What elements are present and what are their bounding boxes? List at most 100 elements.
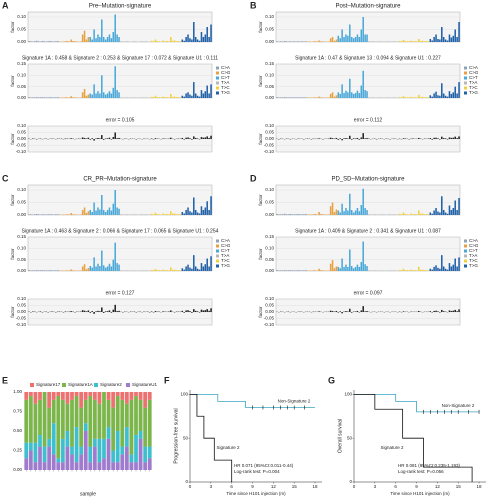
bar xyxy=(345,264,347,271)
bar xyxy=(297,270,299,271)
bar xyxy=(208,137,210,139)
bar xyxy=(354,266,357,271)
bar xyxy=(442,138,445,139)
bar xyxy=(64,214,67,215)
bar xyxy=(39,97,42,98)
bar-segment xyxy=(79,446,83,455)
bar xyxy=(347,35,349,42)
bar xyxy=(395,41,397,42)
bar xyxy=(281,214,284,215)
bar xyxy=(191,95,193,98)
bar xyxy=(185,310,187,312)
bar xyxy=(87,268,90,271)
panel-letter: A xyxy=(2,0,9,10)
bar xyxy=(108,263,111,271)
bar-segment xyxy=(29,395,33,443)
bar xyxy=(356,90,359,98)
bar xyxy=(93,29,95,42)
bar xyxy=(145,214,147,215)
bar xyxy=(152,97,155,98)
bar xyxy=(418,266,420,271)
bar xyxy=(112,259,115,271)
bar xyxy=(124,214,126,215)
bar xyxy=(427,270,430,271)
bar xyxy=(444,95,447,98)
y-tick-label: 0.05 xyxy=(17,200,26,205)
bar xyxy=(358,139,361,140)
y-axis-label: factor xyxy=(10,21,15,33)
bar xyxy=(433,137,435,139)
bar xyxy=(99,138,101,139)
bar xyxy=(81,92,84,98)
legend-swatch xyxy=(464,254,467,258)
bar xyxy=(421,269,424,271)
bar xyxy=(102,92,105,98)
bar xyxy=(458,309,460,312)
bar xyxy=(448,263,451,271)
bar xyxy=(368,97,370,98)
legend-label: T>A xyxy=(221,80,229,85)
bar xyxy=(179,270,182,271)
bar xyxy=(95,93,97,98)
bar xyxy=(370,41,372,42)
bar xyxy=(193,136,195,139)
bar-segment xyxy=(83,392,88,400)
bar xyxy=(160,41,162,42)
bar-segment xyxy=(115,395,120,431)
y-tick-label: 0.00 xyxy=(17,39,26,44)
bar xyxy=(74,97,76,98)
bar xyxy=(202,310,205,312)
bar xyxy=(364,208,366,215)
x-tick-label: 9 xyxy=(415,484,418,489)
bar-segment xyxy=(97,438,102,463)
bar xyxy=(66,41,69,42)
bar xyxy=(33,270,36,271)
bar xyxy=(303,97,305,98)
bar xyxy=(276,41,278,42)
bar xyxy=(118,92,120,98)
bar xyxy=(337,312,340,313)
legend-label: T>G xyxy=(221,263,230,268)
bar xyxy=(350,210,353,215)
bar xyxy=(364,138,366,139)
bar xyxy=(400,214,403,215)
bar xyxy=(341,312,343,314)
bar-segment xyxy=(125,403,129,428)
bar xyxy=(35,270,38,271)
bar xyxy=(383,41,386,42)
bar xyxy=(441,83,443,98)
bar xyxy=(150,269,153,271)
annotation: HR 0.071 (95%CI:0.011-0.44) xyxy=(234,463,294,468)
bar xyxy=(202,210,205,215)
bar xyxy=(114,132,116,139)
bar xyxy=(64,311,67,312)
legend-label: T>A xyxy=(221,253,229,258)
bar-segment xyxy=(38,446,42,470)
bar xyxy=(99,311,101,312)
bar xyxy=(74,41,76,42)
bar xyxy=(179,41,182,42)
bar xyxy=(297,214,299,215)
legend-label: C>A xyxy=(221,238,230,243)
bar-segment xyxy=(24,392,29,400)
bar xyxy=(333,212,336,215)
bar xyxy=(306,41,309,42)
bar xyxy=(318,311,320,312)
bar xyxy=(127,41,130,42)
bar xyxy=(276,214,278,215)
bar xyxy=(418,210,420,215)
bar xyxy=(289,97,292,98)
bar xyxy=(299,214,301,215)
y-tick-label: -0.10 xyxy=(264,149,275,154)
bar xyxy=(314,214,317,215)
bar xyxy=(189,211,191,215)
bar xyxy=(339,93,341,98)
bar-segment xyxy=(47,446,51,470)
bar xyxy=(83,310,86,312)
y-tick-label: 0.05 xyxy=(17,27,26,32)
bar xyxy=(366,311,368,312)
bar xyxy=(431,96,433,98)
bar xyxy=(444,138,447,139)
bar xyxy=(412,214,414,215)
bar xyxy=(333,96,336,98)
